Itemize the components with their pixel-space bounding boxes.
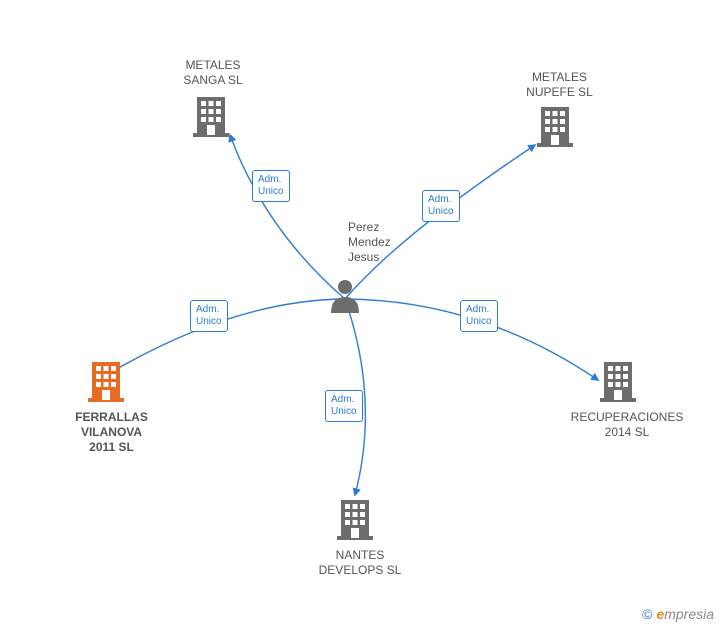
edge-label: Adm. Unico (325, 390, 363, 422)
edge-label: Adm. Unico (460, 300, 498, 332)
person-icon (331, 280, 359, 313)
building-icon (193, 95, 229, 137)
building-icon (537, 105, 573, 147)
edge-label: Adm. Unico (422, 190, 460, 222)
watermark-text: mpresia (664, 606, 714, 622)
company-label: FERRALLAS VILANOVA 2011 SL (64, 410, 159, 455)
company-label: METALES NUPEFE SL (512, 70, 607, 100)
watermark: ©empresia (642, 606, 714, 622)
edge-label: Adm. Unico (190, 300, 228, 332)
company-label: NANTES DEVELOPS SL (310, 548, 410, 578)
company-label: METALES SANGA SL (168, 58, 258, 88)
copyright-symbol: © (642, 606, 652, 622)
building-icon (88, 360, 124, 402)
center-person-label: Perez Mendez Jesus (348, 220, 408, 265)
building-icon (600, 360, 636, 402)
edge-label: Adm. Unico (252, 170, 290, 202)
edge-line (230, 135, 345, 299)
building-icon (337, 498, 373, 540)
company-label: RECUPERACIONES 2014 SL (562, 410, 692, 440)
